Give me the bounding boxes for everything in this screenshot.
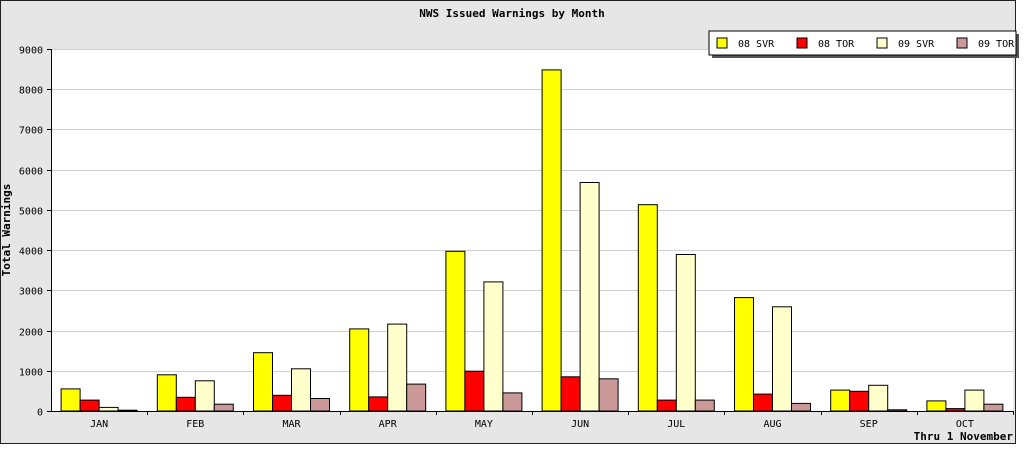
x-tick-label: FEB — [186, 419, 204, 430]
legend-swatch — [876, 37, 888, 49]
bar-09-svr-may — [483, 281, 504, 412]
x-tick-label: MAR — [282, 419, 301, 430]
y-tick-label: 3000 — [19, 287, 43, 298]
bar-09-tor-may — [502, 392, 523, 412]
y-tick-label: 6000 — [19, 167, 43, 178]
bar-09-svr-aug — [772, 306, 792, 412]
bar-09-tor-jan — [117, 409, 138, 412]
x-tick-label: OCT — [956, 419, 974, 430]
y-tick-label: 8000 — [19, 86, 43, 97]
bar-08-svr-feb — [156, 374, 177, 412]
y-tick-label: 5000 — [19, 207, 43, 218]
bar-08-svr-may — [445, 250, 466, 412]
x-tick-label: JAN — [90, 419, 108, 430]
legend-label: 08 TOR — [818, 39, 855, 50]
bar-09-svr-oct — [964, 389, 985, 412]
bar-09-svr-jun — [579, 182, 600, 412]
bar-09-tor-apr — [406, 383, 427, 412]
bar-08-svr-apr — [349, 328, 370, 412]
bar-09-svr-jan — [98, 406, 119, 412]
legend-swatch — [716, 37, 728, 49]
bar-09-tor-aug — [791, 402, 811, 412]
bar-09-svr-feb — [194, 380, 215, 412]
legend-label: 09 TOR — [978, 39, 1015, 50]
x-tick-label: MAY — [475, 419, 493, 430]
bar-08-tor-may — [464, 370, 485, 412]
bar-08-tor-sep — [849, 390, 870, 412]
bar-09-tor-sep — [887, 409, 908, 412]
y-tick-label: 2000 — [19, 328, 43, 339]
bar-08-svr-oct — [926, 400, 947, 412]
y-tick-label: 7000 — [19, 126, 43, 137]
y-tick-label: 9000 — [19, 46, 43, 57]
plot-area — [51, 49, 1013, 411]
bar-09-tor-jul — [694, 399, 715, 412]
bar-08-svr-jan — [60, 388, 81, 412]
bar-09-svr-mar — [291, 368, 311, 412]
chart-title: NWS Issued Warnings by Month — [419, 7, 604, 20]
bar-08-svr-sep — [830, 389, 851, 412]
bar-08-tor-oct — [945, 408, 966, 412]
legend-swatch — [796, 37, 808, 49]
legend-label: 09 SVR — [898, 39, 935, 50]
bar-09-tor-oct — [983, 403, 1004, 412]
bar-08-tor-aug — [753, 393, 773, 412]
bar-09-svr-jul — [675, 254, 696, 412]
bar-08-tor-jun — [560, 376, 581, 412]
y-tick-label: 1000 — [19, 368, 43, 379]
bar-08-tor-jan — [79, 399, 100, 412]
bar-09-tor-mar — [310, 398, 330, 412]
x-tick-label: AUG — [763, 419, 781, 430]
bar-09-tor-feb — [213, 403, 234, 412]
legend-swatch — [956, 37, 968, 49]
bar-08-tor-feb — [175, 396, 196, 412]
bar-08-tor-jul — [656, 399, 677, 412]
legend-label: 08 SVR — [738, 39, 775, 50]
bars — [60, 69, 1004, 412]
x-tick-label: JUN — [571, 419, 589, 430]
date-note: Thru 1 November — [914, 430, 1014, 443]
y-axis-label: Total Warnings — [0, 184, 13, 277]
axes: 0 1000 2000 3000 4000 5000 6000 7000 8000 9000 JAN… — [19, 46, 1014, 430]
bar-09-tor-jun — [598, 378, 619, 412]
bar-08-svr-jun — [541, 69, 562, 412]
y-tick-label: 4000 — [19, 247, 43, 258]
bar-08-svr-jul — [637, 204, 658, 412]
bar-08-svr-aug — [734, 297, 754, 412]
bar-08-svr-mar — [253, 352, 273, 412]
bar-09-svr-sep — [868, 384, 889, 412]
bar-08-tor-mar — [272, 394, 292, 412]
legend: 08 SVR 08 TOR 09 SVR 09 TOR — [708, 30, 1019, 58]
y-tick-label: 0 — [37, 408, 43, 419]
bar-08-tor-apr — [368, 396, 389, 412]
x-tick-label: SEP — [860, 419, 878, 430]
bar-09-svr-apr — [387, 323, 408, 412]
x-tick-label: JUL — [667, 419, 685, 430]
x-tick-label: APR — [379, 419, 398, 430]
